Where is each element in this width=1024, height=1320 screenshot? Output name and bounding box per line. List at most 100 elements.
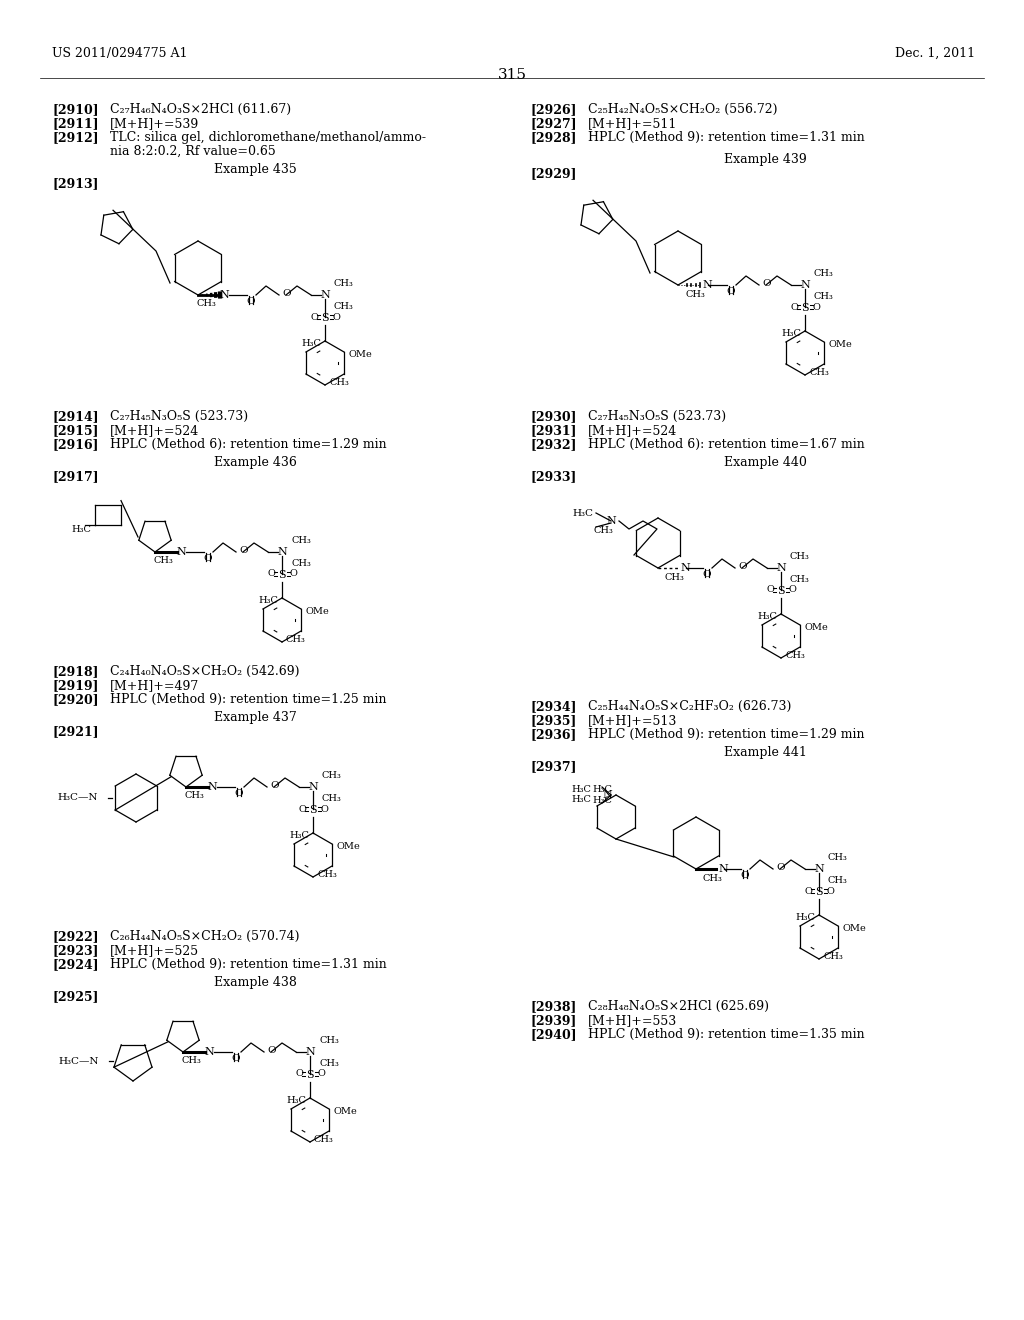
Text: O: O bbox=[310, 313, 317, 322]
Text: HPLC (Method 9): retention time=1.31 min: HPLC (Method 9): retention time=1.31 min bbox=[588, 131, 864, 144]
Text: O: O bbox=[234, 789, 244, 799]
Text: CH₃: CH₃ bbox=[828, 876, 848, 884]
Text: H₃C: H₃C bbox=[71, 525, 91, 533]
Text: CH₃: CH₃ bbox=[317, 870, 337, 879]
Text: [2940]: [2940] bbox=[530, 1028, 577, 1041]
Text: [2923]: [2923] bbox=[52, 944, 98, 957]
Text: [2935]: [2935] bbox=[530, 714, 577, 727]
Text: Example 439: Example 439 bbox=[724, 153, 806, 166]
Text: [2925]: [2925] bbox=[52, 990, 98, 1003]
Text: C₂₇H₄₅N₃O₅S (523.73): C₂₇H₄₅N₃O₅S (523.73) bbox=[110, 411, 248, 422]
Text: CH₃: CH₃ bbox=[154, 556, 173, 565]
Text: O: O bbox=[776, 863, 784, 873]
Text: CH₃: CH₃ bbox=[181, 1056, 201, 1065]
Text: CH₃: CH₃ bbox=[790, 552, 810, 561]
Text: O: O bbox=[788, 586, 796, 594]
Text: H₃C: H₃C bbox=[571, 796, 591, 804]
Text: S: S bbox=[306, 1071, 313, 1080]
Text: CH₃: CH₃ bbox=[319, 1059, 339, 1068]
Text: [2913]: [2913] bbox=[52, 177, 98, 190]
Text: H₃C: H₃C bbox=[572, 508, 593, 517]
Text: O: O bbox=[267, 569, 274, 578]
Text: OMe: OMe bbox=[842, 924, 866, 933]
Text: H₃C—N: H₃C—N bbox=[57, 793, 98, 803]
Text: OMe: OMe bbox=[333, 1107, 356, 1115]
Text: S: S bbox=[309, 805, 316, 814]
Text: N: N bbox=[204, 1047, 214, 1057]
Text: H₃C: H₃C bbox=[592, 796, 612, 805]
Text: CH₃: CH₃ bbox=[790, 576, 810, 583]
Text: CH₃: CH₃ bbox=[322, 771, 342, 780]
Text: O: O bbox=[332, 313, 340, 322]
Text: H₃C: H₃C bbox=[757, 612, 777, 620]
Text: O: O bbox=[740, 871, 750, 880]
Text: [2928]: [2928] bbox=[530, 131, 577, 144]
Text: N: N bbox=[602, 789, 612, 800]
Text: [2933]: [2933] bbox=[530, 470, 577, 483]
Text: Example 440: Example 440 bbox=[724, 455, 807, 469]
Text: [2914]: [2914] bbox=[52, 411, 98, 422]
Text: CH₃: CH₃ bbox=[184, 791, 204, 800]
Text: CH₃: CH₃ bbox=[823, 952, 843, 961]
Text: HPLC (Method 9): retention time=1.35 min: HPLC (Method 9): retention time=1.35 min bbox=[588, 1028, 864, 1041]
Text: [2927]: [2927] bbox=[530, 117, 577, 129]
Text: [2916]: [2916] bbox=[52, 438, 98, 451]
Text: N: N bbox=[278, 546, 287, 557]
Text: CH₃: CH₃ bbox=[291, 558, 311, 568]
Text: C₂₇H₄₆N₄O₃S×2HCl (611.67): C₂₇H₄₆N₄O₃S×2HCl (611.67) bbox=[110, 103, 291, 116]
Text: O: O bbox=[826, 887, 834, 895]
Text: N: N bbox=[606, 516, 615, 525]
Text: [M+H]+=553: [M+H]+=553 bbox=[588, 1014, 677, 1027]
Text: nia 8:2:0.2, Rf value=0.65: nia 8:2:0.2, Rf value=0.65 bbox=[110, 145, 275, 158]
Text: N: N bbox=[219, 290, 229, 300]
Text: 315: 315 bbox=[498, 69, 526, 82]
Text: [2939]: [2939] bbox=[530, 1014, 577, 1027]
Text: [2926]: [2926] bbox=[530, 103, 577, 116]
Text: HPLC (Method 6): retention time=1.29 min: HPLC (Method 6): retention time=1.29 min bbox=[110, 438, 387, 451]
Text: C₂₄H₄₀N₄O₅S×CH₂O₂ (542.69): C₂₄H₄₀N₄O₅S×CH₂O₂ (542.69) bbox=[110, 665, 299, 678]
Text: O: O bbox=[239, 546, 248, 554]
Text: H₃C: H₃C bbox=[258, 597, 278, 605]
Text: CH₃: CH₃ bbox=[291, 536, 311, 545]
Text: [2938]: [2938] bbox=[530, 1001, 577, 1012]
Text: N: N bbox=[702, 280, 712, 290]
Text: OMe: OMe bbox=[804, 623, 827, 632]
Text: H₃C: H₃C bbox=[781, 329, 801, 338]
Text: O: O bbox=[267, 1045, 275, 1055]
Text: C₂₇H₄₅N₃O₅S (523.73): C₂₇H₄₅N₃O₅S (523.73) bbox=[588, 411, 726, 422]
Text: [2918]: [2918] bbox=[52, 665, 98, 678]
Text: H₃C: H₃C bbox=[286, 1096, 306, 1105]
Text: C₂₆H₄₄N₄O₅S×CH₂O₂ (570.74): C₂₆H₄₄N₄O₅S×CH₂O₂ (570.74) bbox=[110, 931, 299, 942]
Text: O: O bbox=[804, 887, 812, 895]
Text: S: S bbox=[322, 313, 329, 323]
Text: CH₃: CH₃ bbox=[593, 525, 613, 535]
Text: HPLC (Method 9): retention time=1.25 min: HPLC (Method 9): retention time=1.25 min bbox=[110, 693, 386, 706]
Text: S: S bbox=[777, 586, 784, 597]
Text: Dec. 1, 2011: Dec. 1, 2011 bbox=[895, 48, 975, 59]
Text: CH₃: CH₃ bbox=[314, 1135, 334, 1144]
Text: N: N bbox=[680, 564, 690, 573]
Text: N: N bbox=[776, 564, 785, 573]
Text: S: S bbox=[815, 887, 823, 898]
Text: [M+H]+=511: [M+H]+=511 bbox=[588, 117, 677, 129]
Text: [2924]: [2924] bbox=[52, 958, 98, 972]
Text: C₂₅H₄₂N₄O₅S×CH₂O₂ (556.72): C₂₅H₄₂N₄O₅S×CH₂O₂ (556.72) bbox=[588, 103, 777, 116]
Text: [2920]: [2920] bbox=[52, 693, 98, 706]
Text: HPLC (Method 6): retention time=1.67 min: HPLC (Method 6): retention time=1.67 min bbox=[588, 438, 864, 451]
Text: CH₃: CH₃ bbox=[685, 290, 705, 300]
Text: [2932]: [2932] bbox=[530, 438, 577, 451]
Text: [2911]: [2911] bbox=[52, 117, 98, 129]
Text: N: N bbox=[321, 290, 330, 300]
Text: N: N bbox=[305, 1047, 314, 1057]
Text: S: S bbox=[279, 570, 286, 579]
Text: H₃C: H₃C bbox=[592, 785, 612, 795]
Text: HPLC (Method 9): retention time=1.29 min: HPLC (Method 9): retention time=1.29 min bbox=[588, 729, 864, 741]
Text: OMe: OMe bbox=[828, 341, 852, 348]
Text: O: O bbox=[204, 554, 212, 564]
Text: [2915]: [2915] bbox=[52, 424, 98, 437]
Text: O: O bbox=[282, 289, 291, 298]
Text: CH₃: CH₃ bbox=[814, 292, 834, 301]
Text: US 2011/0294775 A1: US 2011/0294775 A1 bbox=[52, 48, 187, 59]
Text: [2930]: [2930] bbox=[530, 411, 577, 422]
Text: HPLC (Method 9): retention time=1.31 min: HPLC (Method 9): retention time=1.31 min bbox=[110, 958, 387, 972]
